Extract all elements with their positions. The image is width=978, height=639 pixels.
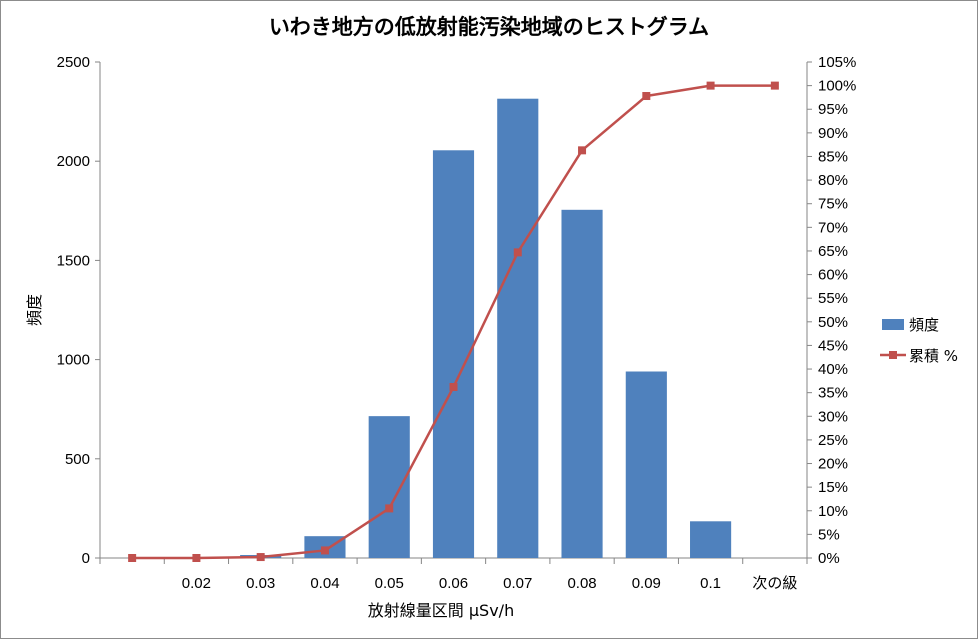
y2-tick-labels: 0% 5% 10% 15% 20% 25% 30% 35% 40% 45% 50% 55% 60% 65%… [818, 54, 856, 567]
legend-bar-swatch [882, 319, 904, 330]
x-tick-label: 次の級 [752, 575, 797, 592]
x-axis-title: 放射線量区間 µSv/h [368, 601, 514, 620]
x-tick-label: 0.08 [567, 575, 596, 592]
y2-tick-label: 80% [818, 172, 848, 189]
legend-line-label: 累積 % [909, 347, 958, 365]
line-point [320, 546, 329, 555]
y2-tick-label: 40% [818, 361, 848, 378]
y2-tick-label: 20% [818, 456, 848, 473]
line-point [642, 92, 651, 101]
x-tick-label: 0.06 [439, 575, 468, 592]
line-point [578, 146, 587, 155]
y-tick-label: 1500 [57, 252, 90, 269]
bar [690, 521, 732, 558]
y2-tick-label: 75% [818, 196, 848, 213]
x-tick-label: 0.03 [246, 575, 275, 592]
legend-bar-label: 頻度 [909, 316, 939, 334]
x-tick-labels: 0.02 0.03 0.04 0.05 0.06 0.07 0.08 0.09 0.1 次の級 [182, 575, 798, 592]
line-point [256, 553, 265, 562]
y2-tick-label: 60% [818, 267, 848, 284]
y2-tick-label: 30% [818, 408, 848, 425]
line-point [385, 504, 394, 513]
line-point [449, 382, 458, 391]
bar [625, 371, 667, 558]
bar [497, 98, 539, 558]
y2-tick-label: 65% [818, 243, 848, 260]
y2-tick-label: 45% [818, 337, 848, 354]
y2-tick-label: 85% [818, 148, 848, 165]
line-point [770, 81, 779, 90]
cumulative-line-series [128, 81, 779, 562]
y-tick-labels: 0 500 1000 1500 2000 2500 [57, 54, 90, 567]
y2-tick-label: 55% [818, 290, 848, 307]
y2-tick-label: 50% [818, 314, 848, 331]
x-tick-label: 0.02 [182, 575, 211, 592]
y-tick-label: 1000 [57, 352, 90, 369]
x-tick-label: 0.04 [310, 575, 339, 592]
y-tick-label: 2000 [57, 153, 90, 170]
bar [368, 416, 410, 558]
y2-tick-label: 70% [818, 219, 848, 236]
bar [432, 150, 475, 558]
y2-tick-label: 15% [818, 479, 848, 496]
y2-tick-label: 25% [818, 432, 848, 449]
line-point [513, 248, 522, 257]
y-axis-title: 頻度 [25, 294, 44, 326]
line-point [706, 81, 715, 90]
y-tick-label: 2500 [57, 54, 90, 71]
y-tick-label: 0 [82, 550, 90, 567]
y2-tick-label: 90% [818, 125, 848, 142]
x-tick-label: 0.07 [503, 575, 532, 592]
line-point [128, 554, 137, 562]
y2-tick-label: 5% [818, 526, 840, 543]
y2-tick-label: 10% [818, 503, 848, 520]
chart-title: いわき地方の低放射能汚染地域のヒストグラム [269, 15, 709, 39]
y2-tick-label: 35% [818, 385, 848, 402]
bar [561, 209, 603, 559]
line-point [192, 554, 201, 562]
x-tick-label: 0.05 [375, 575, 404, 592]
bar-series [240, 98, 732, 559]
y2-tick-label: 100% [818, 78, 856, 95]
x-tick-label: 0.1 [700, 575, 721, 592]
y2-tick-label: 95% [818, 101, 848, 118]
y2-tick-label: 105% [818, 54, 856, 71]
y2-tick-label: 0% [818, 550, 840, 567]
y-tick-label: 500 [65, 451, 90, 468]
x-tick-label: 0.09 [632, 575, 661, 592]
legend-line-marker [889, 351, 897, 359]
